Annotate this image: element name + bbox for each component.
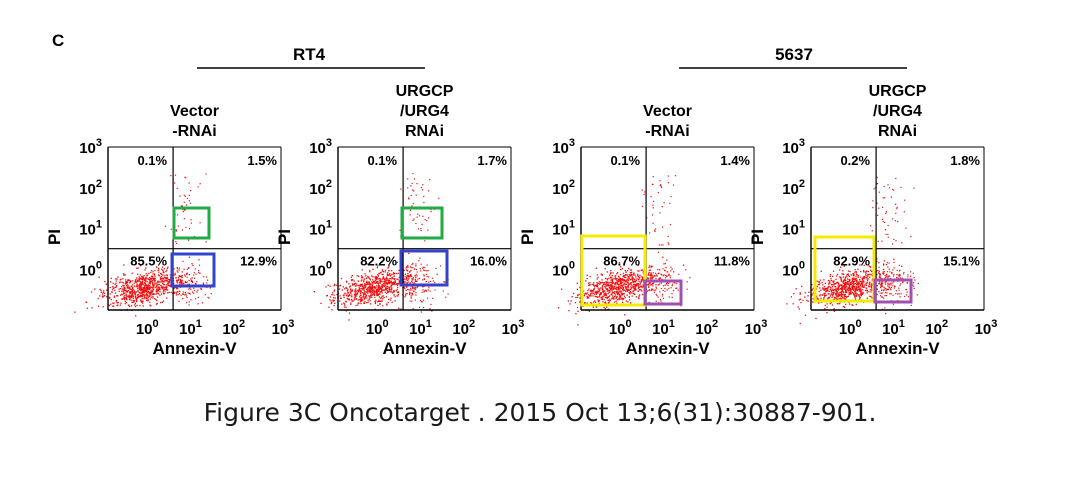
x-tick-label: 102	[452, 318, 475, 338]
y-tick-label: 103	[782, 137, 805, 157]
group-label-5637: 5637	[775, 45, 813, 64]
event-dots	[786, 176, 919, 325]
y-tick-label: 101	[552, 219, 575, 239]
plot-title-line: URGCP	[869, 83, 927, 100]
x-tick-label: 103	[975, 318, 998, 338]
purple-box-gate	[873, 278, 913, 304]
plot-title-line: URGCP	[396, 83, 454, 100]
y-tick-label: 103	[79, 137, 102, 157]
x-axis-title: Annexin-V	[625, 339, 710, 358]
y-tick-label: 102	[782, 178, 805, 198]
event-dots	[558, 175, 691, 326]
plot-title-line: Vector	[170, 103, 219, 120]
group-5637: 5637	[679, 45, 907, 69]
flow-plot-3: Vector -RNAi 0.1% 1.4% 86.7% 11.8% 100 101 102 10…	[518, 103, 767, 358]
green-box-gate	[400, 206, 444, 240]
x-tick-label: 102	[695, 318, 718, 338]
plot-title-line: RNAi	[405, 123, 444, 140]
flow-plot-4: URGCP/URG4 RNAi 0.2% 1.8% 82.9% 15.1% 100 101 10…	[748, 83, 997, 358]
flow-plot-2: URGCP/URG4 RNAi 0.1% 1.7% 82.2% 16.0% 100 101 10…	[275, 83, 524, 358]
quadrant-upper-right-value: 1.8%	[950, 153, 980, 168]
y-tick-label: 102	[309, 178, 332, 198]
y-tick-label: 100	[309, 259, 332, 279]
quadrant-upper-left-value: 0.1%	[137, 153, 167, 168]
y-tick-label: 101	[782, 219, 805, 239]
plot-title-line: -RNAi	[172, 123, 216, 140]
quadrant-lower-right-value: 11.8%	[714, 254, 751, 269]
x-tick-label: 103	[745, 318, 768, 338]
plot-title-line: RNAi	[878, 123, 917, 140]
x-tick-label: 101	[652, 318, 675, 338]
quadrant-upper-left-value: 0.1%	[367, 153, 397, 168]
quadrant-upper-right-value: 1.5%	[247, 153, 277, 168]
figure-caption: Figure 3C Oncotarget . 2015 Oct 13;6(31)…	[203, 398, 877, 427]
y-tick-label: 103	[309, 137, 332, 157]
blue-box-gate	[170, 252, 216, 288]
x-tick-label: 101	[882, 318, 905, 338]
plot-title-line: -RNAi	[645, 123, 689, 140]
yellow-box-gate	[813, 235, 876, 303]
y-axis-title: PI	[518, 229, 537, 245]
plot-title-line: /URG4	[400, 103, 449, 120]
event-dots	[74, 173, 213, 317]
quadrant-lower-left-value: 85.5%	[130, 254, 167, 269]
panel-letter: C	[52, 31, 64, 50]
x-tick-label: 100	[136, 318, 159, 338]
quadrant-upper-left-value: 0.1%	[610, 153, 640, 168]
quadrant-lower-right-value: 16.0%	[470, 254, 507, 269]
y-tick-label: 102	[552, 178, 575, 198]
group-rt4: RT4	[197, 45, 425, 69]
event-dots	[313, 173, 449, 321]
quadrant-upper-right-value: 1.7%	[477, 153, 507, 168]
y-tick-label: 103	[552, 137, 575, 157]
quadrant-lower-left-value: 86.7%	[603, 254, 640, 269]
x-tick-label: 102	[222, 318, 245, 338]
x-tick-label: 100	[366, 318, 389, 338]
y-axis-title: PI	[748, 229, 767, 245]
y-tick-label: 100	[552, 259, 575, 279]
y-tick-label: 101	[79, 219, 102, 239]
plot-title-line: /URG4	[873, 103, 922, 120]
y-axis-title: PI	[275, 229, 294, 245]
x-tick-label: 101	[179, 318, 202, 338]
x-tick-label: 103	[502, 318, 525, 338]
x-tick-label: 100	[609, 318, 632, 338]
yellow-box-gate	[580, 234, 647, 307]
y-tick-label: 102	[79, 178, 102, 198]
x-axis-title: Annexin-V	[382, 339, 467, 358]
quadrant-upper-left-value: 0.2%	[840, 153, 870, 168]
quadrant-lower-right-value: 12.9%	[240, 254, 277, 269]
x-tick-label: 102	[925, 318, 948, 338]
x-tick-label: 100	[839, 318, 862, 338]
purple-box-gate	[643, 279, 683, 306]
y-tick-label: 101	[309, 219, 332, 239]
plot-title-line: Vector	[643, 103, 692, 120]
y-axis-title: PI	[45, 229, 64, 245]
quadrant-lower-left-value: 82.2%	[360, 254, 397, 269]
x-axis-title: Annexin-V	[152, 339, 237, 358]
quadrant-lower-left-value: 82.9%	[833, 254, 870, 269]
quadrant-lower-right-value: 15.1%	[943, 254, 980, 269]
blue-box-gate	[399, 249, 449, 287]
group-label-rt4: RT4	[293, 45, 326, 64]
quadrant-upper-right-value: 1.4%	[720, 153, 750, 168]
x-tick-label: 103	[272, 318, 295, 338]
y-tick-label: 100	[782, 259, 805, 279]
flow-plots: Vector -RNAi 0.1% 1.5% 85.5% 12.9% 100 101 102 10…	[45, 83, 997, 358]
y-tick-label: 100	[79, 259, 102, 279]
x-tick-label: 101	[409, 318, 432, 338]
flow-plot-1: Vector -RNAi 0.1% 1.5% 85.5% 12.9% 100 101 102 10…	[45, 103, 294, 358]
x-axis-title: Annexin-V	[855, 339, 940, 358]
green-box-gate	[172, 206, 211, 240]
